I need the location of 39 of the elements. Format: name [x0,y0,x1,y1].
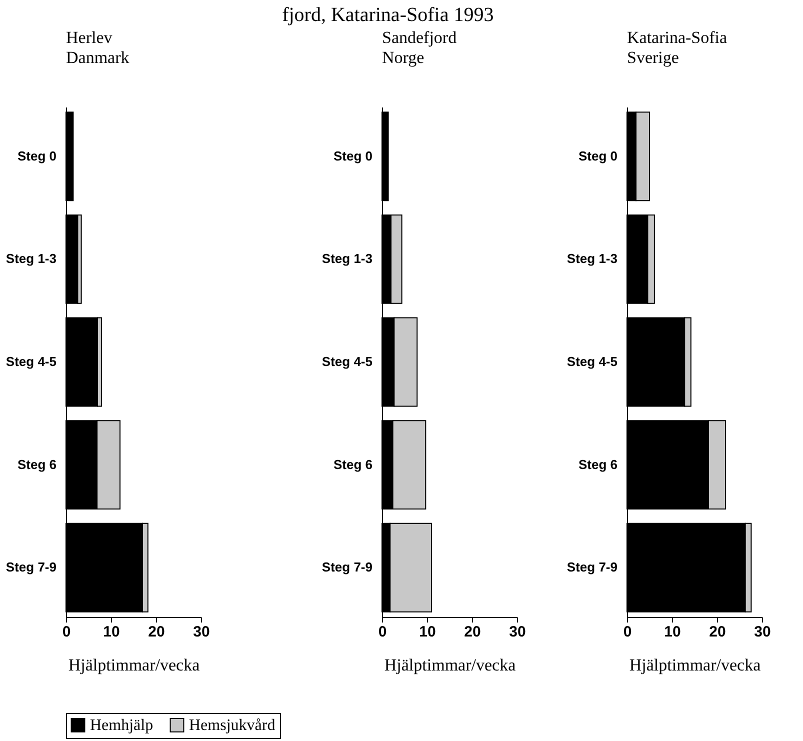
chart-subtitle: Norge [382,48,424,67]
x-tick-label: 0 [623,624,632,640]
y-tick-label: Steg 4-5 [6,354,56,369]
chart-subtitle: Danmark [66,48,130,67]
x-tick-label: 30 [754,624,771,640]
chart-title: Sandefjord [382,28,458,47]
y-tick-label: Steg 0 [17,148,56,164]
x-axis-title: Hjälptimmar/vecka [384,656,516,674]
y-tick-label: Steg 4-5 [322,354,372,369]
y-tick-label: Steg 7-9 [6,560,56,575]
x-tick-label: 20 [148,624,165,640]
y-tick-label: Steg 7-9 [566,560,618,575]
legend-label: Hemhjälp [90,717,154,734]
y-tick-label: Steg 0 [578,148,618,164]
x-tick-label: 10 [664,624,681,640]
chart-title: Katarina-Sofia [627,28,728,47]
y-tick-label: Steg 1-3 [322,251,372,266]
x-axis-title: Hjälptimmar/vecka [68,656,200,674]
y-tick-label: Steg 7-9 [322,560,372,575]
x-axis-title: Hjälptimmar/vecka [629,656,762,674]
y-tick-label: Steg 0 [333,148,372,164]
x-tick-label: 0 [378,624,387,640]
y-tick-label: Steg 1-3 [6,251,56,266]
chart-subtitle: Sverige [627,48,679,67]
y-tick-label: Steg 6 [17,456,56,472]
x-tick-label: 0 [62,624,71,640]
legend-label: Hemsjukvård [189,717,276,734]
x-tick-label: 30 [509,624,526,640]
x-tick-label: 10 [103,624,120,640]
text: fjord, Katarina-Sofia 1993 [282,4,494,26]
x-tick-label: 20 [464,624,481,640]
x-tick-label: 10 [419,624,436,640]
y-tick-label: Steg 6 [333,456,372,472]
x-tick-label: 30 [193,624,210,640]
chart-title: Herlev [66,28,113,47]
x-tick-label: 20 [709,624,726,640]
y-tick-label: Steg 6 [578,456,618,472]
y-tick-label: Steg 4-5 [566,354,618,369]
y-tick-label: Steg 1-3 [566,251,618,266]
